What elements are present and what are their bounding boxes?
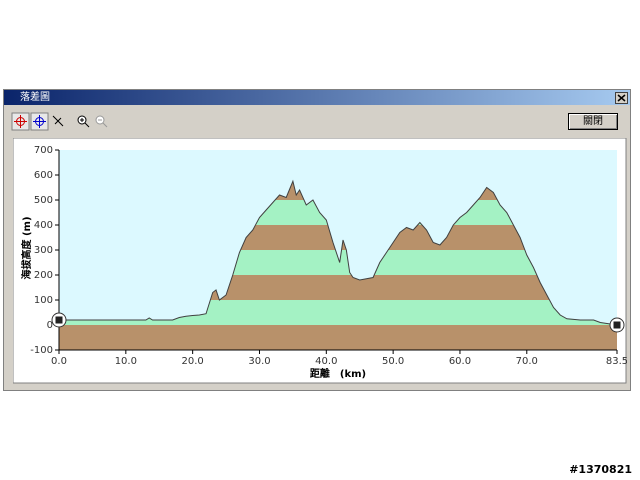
tool-crosshair-red[interactable] xyxy=(11,112,30,131)
x-tick-label: 83.5 xyxy=(606,356,627,367)
close-icon[interactable] xyxy=(615,92,628,104)
x-tick-label: 0.0 xyxy=(51,356,67,367)
elevation-line xyxy=(59,179,618,326)
tool-crosshair-blue[interactable] xyxy=(30,112,49,131)
chart: 海拔高度 (m) 距離 (km) -100 0 100 200 300 400 500 600… xyxy=(13,138,627,384)
y-tick-label: 100 xyxy=(34,295,53,306)
x-tick-label: 20.0 xyxy=(182,356,204,367)
toolbar xyxy=(11,112,108,131)
dialog-window: 落差圖 關閉 海拔高度 (m) 距離 (km) -100 0 100 200 300 40… xyxy=(3,89,631,391)
y-axis-label: 海拔高度 (m) xyxy=(20,216,33,279)
tool-select[interactable] xyxy=(52,115,64,127)
x-tick-label: 10.0 xyxy=(115,356,137,367)
watermark: #1370821 xyxy=(569,463,632,476)
title-bar: 落差圖 xyxy=(4,90,630,105)
endpoint-marker xyxy=(51,312,67,328)
endpoint-square xyxy=(55,316,63,324)
y-tick-label: 200 xyxy=(34,270,53,281)
y-tick-label: 400 xyxy=(34,220,53,231)
x-axis-label: 距離 (km) xyxy=(310,367,366,380)
y-tick-label: 0 xyxy=(47,320,53,331)
x-tick-label: 40.0 xyxy=(315,356,337,367)
x-tick-label: 60.0 xyxy=(449,356,471,367)
y-tick-label: -100 xyxy=(30,345,53,356)
endpoint-square xyxy=(613,321,621,329)
tool-zoom-out[interactable] xyxy=(95,115,108,128)
endpoint-marker xyxy=(609,317,625,333)
y-tick-label: 500 xyxy=(34,195,53,206)
window-title: 落差圖 xyxy=(20,92,50,103)
elevation-band xyxy=(59,325,617,350)
tool-zoom-in[interactable] xyxy=(77,115,90,128)
x-tick-label: 50.0 xyxy=(382,356,404,367)
y-tick-label: 600 xyxy=(34,170,53,181)
x-tick-label: 70.0 xyxy=(516,356,538,367)
y-tick-label: 300 xyxy=(34,245,53,256)
close-button[interactable]: 關閉 xyxy=(568,113,618,130)
x-tick-label: 30.0 xyxy=(248,356,270,367)
y-tick-label: 700 xyxy=(34,145,53,156)
